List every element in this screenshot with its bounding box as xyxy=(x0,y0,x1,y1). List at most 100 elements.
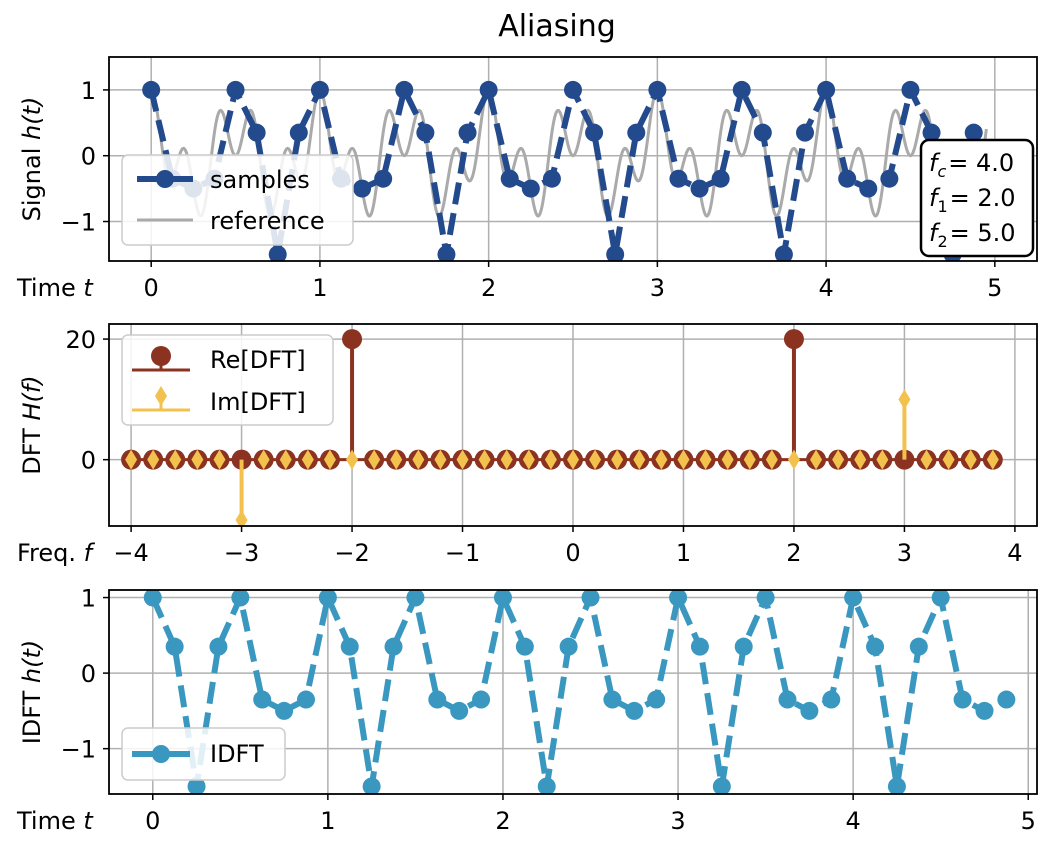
im-point xyxy=(125,449,138,470)
samples-point xyxy=(669,169,688,188)
samples-point xyxy=(437,245,456,261)
im-point xyxy=(611,449,624,470)
legend-box xyxy=(121,334,334,426)
x-tick-label: 3 xyxy=(670,807,685,835)
im-point xyxy=(235,509,248,526)
legend-box xyxy=(121,727,286,781)
IDFT-point xyxy=(866,637,885,656)
im-point xyxy=(655,449,668,470)
IDFT-point xyxy=(559,637,578,656)
samples-point xyxy=(479,80,498,99)
IDFT-point xyxy=(931,590,950,607)
axes-frame xyxy=(108,589,1038,795)
legend: IDFT xyxy=(121,727,286,781)
samples-point xyxy=(416,123,435,142)
im-point xyxy=(920,449,933,470)
im-point xyxy=(743,449,756,470)
im-point xyxy=(589,449,602,470)
x-tick-label: 2 xyxy=(495,807,510,835)
x-tick-label: −1 xyxy=(445,539,480,567)
y-tick-label: 1 xyxy=(81,77,96,105)
samples-point xyxy=(964,123,983,142)
IDFT-point xyxy=(340,637,359,656)
im-point xyxy=(279,449,292,470)
legend-reference-label: reference xyxy=(210,207,325,235)
im-point xyxy=(213,449,226,470)
im-point xyxy=(169,449,182,470)
IDFT-point xyxy=(712,777,731,794)
IDFT-point xyxy=(472,690,491,709)
annotation-line: f1= 2.0 xyxy=(929,184,1016,216)
annotation-box xyxy=(919,138,1035,258)
samples-point xyxy=(690,179,709,198)
samples-point xyxy=(458,123,477,142)
samples-point xyxy=(922,123,941,142)
y-tick-label: −1 xyxy=(61,736,96,764)
x-axis-label: Time t xyxy=(16,807,94,835)
IDFT-point xyxy=(515,637,534,656)
samples-point xyxy=(880,169,899,188)
IDFT-point xyxy=(975,701,994,720)
IDFT-point xyxy=(997,690,1016,709)
y-tick-label: 1 xyxy=(81,585,96,613)
legend-im-label: Im[DFT] xyxy=(210,388,306,416)
im-point xyxy=(986,449,999,470)
im-point xyxy=(876,449,889,470)
im-point xyxy=(456,449,469,470)
legend-re-label: Re[DFT] xyxy=(210,346,306,374)
y-tick-label: 0 xyxy=(81,447,96,475)
figure-title: Aliasing xyxy=(498,9,616,44)
samples-point xyxy=(268,245,287,261)
IDFT-point xyxy=(603,690,622,709)
samples-point xyxy=(585,123,604,142)
samples-point xyxy=(353,179,372,198)
samples-point xyxy=(796,123,814,142)
x-tick-label: 2 xyxy=(786,539,801,567)
IDFT-point xyxy=(756,590,775,607)
im-point xyxy=(368,449,381,470)
x-tick-label: 5 xyxy=(1021,807,1036,835)
x-tick-label: 0 xyxy=(565,539,580,567)
samples-point xyxy=(564,80,582,99)
y-tick-label: 20 xyxy=(65,326,96,354)
im-point xyxy=(567,449,579,470)
samples-line xyxy=(148,81,977,255)
im-point xyxy=(390,449,403,470)
x-tick-label: 1 xyxy=(312,274,327,302)
im-point xyxy=(699,449,712,470)
y-axis-label: Signal h(t) xyxy=(18,97,46,222)
legend-re-marker xyxy=(151,346,171,366)
x-tick-label: 0 xyxy=(145,807,160,835)
x-tick-label: −4 xyxy=(113,539,148,567)
IDFT-point xyxy=(669,590,688,607)
im-point xyxy=(346,449,359,470)
im-point xyxy=(500,449,513,470)
IDFT-point xyxy=(844,590,863,607)
legend-im-marker xyxy=(155,386,167,406)
im-point xyxy=(147,449,160,470)
legend: samples reference xyxy=(121,154,354,246)
samples-point xyxy=(627,123,646,142)
im-point xyxy=(522,449,535,470)
im-point xyxy=(633,449,646,470)
IDFT-point xyxy=(493,590,512,607)
x-axis-label: Freq. f xyxy=(17,539,96,567)
legend-idft-label: IDFT xyxy=(210,740,264,768)
im-point xyxy=(434,449,447,470)
x-tick-label: 4 xyxy=(846,807,861,835)
IDFT-point xyxy=(318,590,337,607)
samples-point xyxy=(711,169,730,188)
im-point xyxy=(412,449,425,470)
x-tick-label: 3 xyxy=(650,274,665,302)
IDFT-point xyxy=(231,590,250,607)
im-point xyxy=(787,449,800,470)
samples-point xyxy=(732,80,751,99)
samples-point xyxy=(901,80,920,99)
x-tick-label: 4 xyxy=(818,274,833,302)
IDFT-point xyxy=(165,637,184,656)
re-point xyxy=(783,329,804,350)
x-tick-label: 1 xyxy=(676,539,691,567)
idft-panel: 0 1 2 3 4 5 1 0 −1 Time t IDFT h(t) IDFT xyxy=(16,585,1038,835)
im-point xyxy=(478,449,491,470)
samples-point xyxy=(289,123,308,142)
